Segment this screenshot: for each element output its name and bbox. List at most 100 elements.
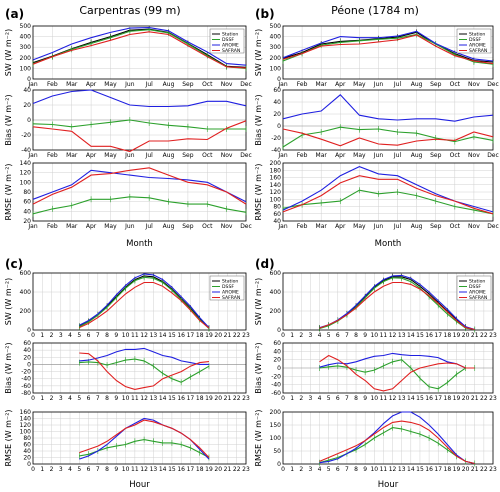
x-tick-label: Feb [297, 81, 308, 88]
x-tick-label: 9 [363, 395, 367, 402]
legend-label: Station [222, 279, 238, 285]
y-tick-label: 400 [270, 34, 282, 41]
y-tick-label: 180 [270, 167, 282, 174]
x-tick-label: Nov [468, 152, 480, 159]
y-axis-label: SW (W m⁻²) [254, 278, 263, 325]
x-tick-label: 10 [122, 466, 130, 473]
x-tick-label: 1 [40, 466, 44, 473]
x-tick-label: 11 [131, 332, 139, 339]
y-tick-label: 0 [277, 327, 281, 334]
x-tick-label: Oct [450, 223, 461, 230]
x-tick-label: Dec [487, 223, 499, 230]
plot-frame [32, 272, 247, 331]
series-line-safran [319, 420, 475, 465]
x-tick-label: Jan [27, 152, 37, 159]
plot-frame [32, 162, 247, 222]
plot-frame [32, 25, 247, 80]
x-tick-label: 22 [480, 466, 488, 473]
x-axis-label: Month [126, 239, 153, 249]
x-tick-label: 17 [434, 466, 442, 473]
series-line-dssf [282, 33, 494, 65]
x-tick-label: 10 [370, 466, 378, 473]
x-tick-label: Apr [335, 223, 346, 230]
x-tick-label: 12 [140, 332, 148, 339]
y-tick-label: -20 [21, 369, 31, 376]
x-tick-label: 21 [471, 395, 479, 402]
x-tick-label: Feb [47, 223, 58, 230]
y-tick-label: 100 [20, 179, 32, 186]
y-tick-label: 20 [23, 354, 31, 361]
legend-label: Station [469, 279, 485, 285]
x-tick-label: 3 [308, 332, 312, 339]
y-axis-label: SW (W m⁻²) [4, 29, 13, 76]
x-tick-label: Jul [393, 152, 402, 159]
x-tick-label: Nov [468, 81, 480, 88]
x-tick-label: Oct [202, 81, 213, 88]
y-tick-label: 140 [270, 182, 282, 189]
legend-label: SAFRAN [469, 48, 487, 54]
x-tick-label: 4 [68, 395, 72, 402]
x-tick-label: 1 [290, 395, 294, 402]
x-tick-label: 20 [214, 466, 222, 473]
series-line-arome [319, 274, 475, 331]
x-tick-label: 8 [354, 332, 358, 339]
x-tick-label: 13 [150, 332, 158, 339]
y-tick-label: 60 [23, 199, 31, 206]
x-tick-label: 23 [242, 332, 250, 339]
y-tick-label: 0 [27, 327, 31, 334]
x-tick-label: 15 [416, 332, 424, 339]
legend-label: AROME [469, 290, 486, 296]
y-tick-label: -60 [21, 383, 31, 390]
x-tick-label: 23 [242, 395, 250, 402]
plot-frame [282, 342, 494, 394]
x-tick-label: 6 [87, 395, 91, 402]
panel-letter: (c) [5, 257, 23, 271]
x-tick-label: 6 [336, 332, 340, 339]
y-tick-label: -40 [21, 376, 31, 383]
x-tick-label: May [353, 223, 366, 230]
x-tick-label: 22 [233, 332, 241, 339]
x-tick-label: 5 [77, 466, 81, 473]
y-tick-label: 200 [270, 409, 282, 416]
x-tick-label: May [104, 81, 117, 88]
x-tick-label: 14 [159, 332, 167, 339]
x-tick-label: May [353, 81, 366, 88]
x-axis-label: Hour [378, 480, 399, 490]
series-line-station [319, 276, 475, 331]
x-tick-label: 1 [40, 332, 44, 339]
x-tick-label: 0 [281, 332, 285, 339]
series-line-arome [32, 169, 247, 203]
x-tick-label: 19 [205, 332, 213, 339]
series-line-safran [79, 419, 210, 458]
plot-frame [282, 272, 494, 331]
x-tick-label: Oct [450, 81, 461, 88]
y-axis-label: Bias (W m⁻²) [254, 342, 263, 393]
x-tick-label: 4 [68, 466, 72, 473]
x-tick-label: 12 [389, 395, 397, 402]
x-tick-label: 8 [354, 466, 358, 473]
x-tick-label: Jul [393, 81, 402, 88]
x-tick-label: Feb [47, 152, 58, 159]
x-tick-label: 23 [489, 332, 497, 339]
panel-title: Péone (1784 m) [331, 4, 419, 17]
x-tick-label: 18 [196, 332, 204, 339]
x-tick-label: 7 [96, 332, 100, 339]
x-tick-label: 4 [318, 332, 322, 339]
x-tick-label: 20 [462, 332, 470, 339]
x-tick-label: Apr [335, 81, 346, 88]
series-line-safran [282, 175, 494, 215]
legend-label: DSSF [222, 37, 234, 43]
x-tick-label: 18 [196, 395, 204, 402]
x-tick-label: Oct [202, 223, 213, 230]
panel-letter: (b) [255, 7, 275, 21]
